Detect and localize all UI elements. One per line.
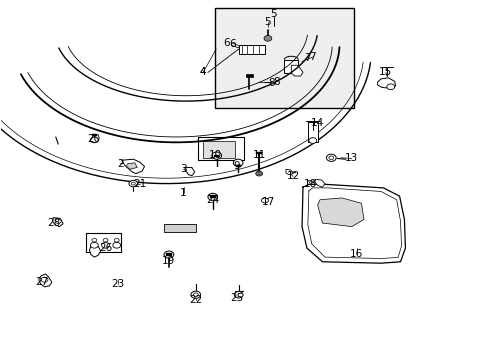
Text: 15: 15 [379, 67, 392, 77]
Text: 2: 2 [117, 159, 123, 169]
Text: 27: 27 [36, 277, 49, 287]
Polygon shape [314, 179, 325, 187]
Text: 7: 7 [309, 52, 315, 62]
Text: 20: 20 [86, 134, 100, 144]
Text: 4: 4 [199, 67, 206, 77]
Circle shape [113, 242, 121, 248]
Circle shape [326, 154, 335, 161]
Text: 5: 5 [264, 17, 271, 27]
Text: 22: 22 [189, 295, 202, 305]
Bar [215, 8, 353, 108]
Bar [209, 195, 215, 198]
Bar [307, 122, 317, 142]
Polygon shape [39, 274, 52, 287]
Circle shape [211, 152, 221, 159]
Bar [203, 140, 234, 158]
Text: 21: 21 [133, 179, 146, 189]
Polygon shape [126, 163, 137, 169]
Text: 9: 9 [233, 161, 240, 171]
Text: 12: 12 [286, 171, 299, 181]
Polygon shape [89, 246, 101, 257]
Circle shape [207, 193, 217, 201]
Text: 28: 28 [48, 218, 61, 228]
Circle shape [103, 238, 108, 242]
Bar [238, 45, 265, 54]
Bar [284, 59, 298, 73]
Polygon shape [377, 78, 395, 88]
Circle shape [190, 291, 200, 298]
Circle shape [129, 180, 138, 187]
Text: 8: 8 [272, 77, 279, 87]
Text: 7: 7 [304, 53, 310, 63]
Bar [163, 224, 195, 232]
Circle shape [193, 293, 198, 297]
Text: 11: 11 [252, 150, 265, 160]
Circle shape [261, 198, 268, 203]
Text: 24: 24 [206, 195, 219, 205]
Text: 10: 10 [208, 150, 222, 160]
Circle shape [386, 84, 394, 90]
Circle shape [131, 182, 135, 185]
Circle shape [55, 219, 61, 224]
Text: 4: 4 [199, 67, 206, 77]
Circle shape [102, 242, 109, 248]
Circle shape [233, 159, 243, 166]
Polygon shape [122, 159, 144, 174]
Circle shape [114, 238, 119, 242]
Circle shape [90, 242, 98, 248]
Circle shape [92, 238, 97, 242]
Text: 3: 3 [180, 164, 186, 174]
Bar [86, 233, 121, 252]
Circle shape [41, 277, 48, 282]
Text: 18: 18 [303, 179, 316, 189]
Text: 13: 13 [345, 153, 358, 163]
Polygon shape [184, 167, 194, 176]
Bar [256, 152, 262, 154]
Text: 25: 25 [230, 293, 244, 303]
Bar [235, 165, 240, 167]
Text: 6: 6 [223, 38, 229, 48]
Bar [198, 137, 244, 160]
Bar [165, 253, 171, 256]
Bar [214, 154, 219, 157]
Polygon shape [291, 65, 303, 76]
Text: 19: 19 [162, 256, 175, 266]
Text: 17: 17 [262, 197, 275, 207]
Circle shape [308, 138, 316, 143]
Text: 1: 1 [180, 188, 186, 198]
Text: 16: 16 [349, 248, 363, 258]
Bar [245, 74, 252, 77]
Polygon shape [317, 198, 363, 226]
Text: 8: 8 [267, 78, 274, 88]
Circle shape [328, 156, 333, 159]
Circle shape [163, 251, 173, 258]
Text: 26: 26 [99, 243, 112, 253]
Circle shape [255, 171, 262, 176]
Circle shape [264, 36, 271, 41]
Circle shape [234, 292, 243, 298]
Text: 5: 5 [270, 9, 277, 19]
Text: 23: 23 [111, 279, 124, 289]
Circle shape [90, 137, 98, 143]
Bar [92, 134, 97, 136]
Polygon shape [285, 169, 293, 175]
Text: 6: 6 [228, 39, 235, 49]
Polygon shape [52, 218, 63, 226]
Text: 14: 14 [310, 118, 324, 128]
